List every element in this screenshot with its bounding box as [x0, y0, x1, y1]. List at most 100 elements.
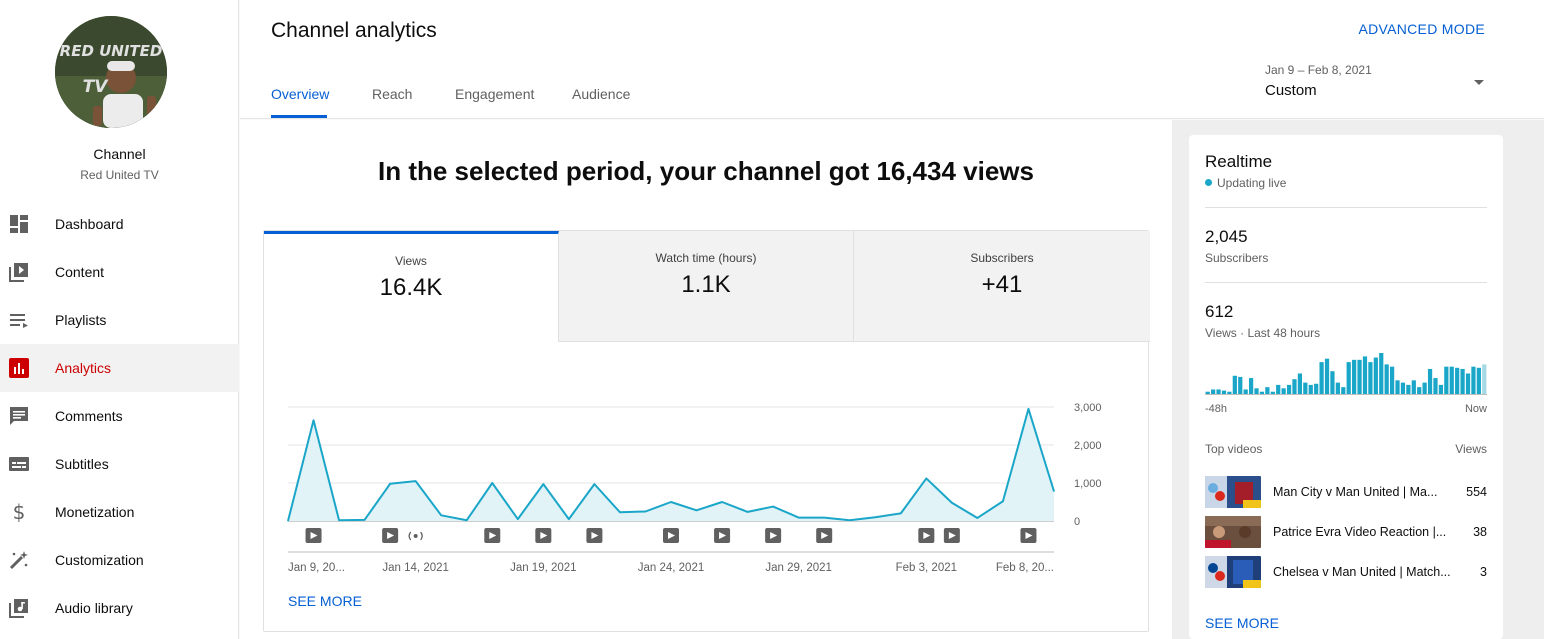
data-point: [568, 518, 570, 520]
realtime-bar: [1292, 379, 1297, 394]
realtime-bar: [1379, 353, 1384, 394]
realtime-subscribers-value: 2,045: [1205, 227, 1248, 246]
realtime-bar: [1368, 362, 1373, 394]
metric-value-watch-time: 1.1K: [681, 271, 731, 298]
data-point: [900, 512, 902, 514]
play-glyph: [540, 532, 548, 539]
nav-label-monetization: Monetization: [55, 504, 135, 520]
video-thumbnail: [1205, 476, 1261, 508]
realtime-bar: [1248, 378, 1254, 394]
top-videos-label: Top videos: [1205, 442, 1263, 456]
realtime-bar: [1373, 357, 1378, 394]
data-point: [338, 519, 340, 521]
data-point: [951, 502, 953, 504]
realtime-bar: [1449, 366, 1454, 394]
play-glyph: [668, 532, 675, 539]
advanced-mode-button[interactable]: ADVANCED MODE: [1358, 21, 1485, 37]
x-tick-label: Jan 19, 2021: [510, 562, 577, 574]
video-views: 38: [1473, 525, 1487, 539]
nav-audio-library[interactable]: Audio library: [0, 584, 239, 632]
date-preset-select[interactable]: Custom: [1265, 82, 1317, 99]
nav-monetization[interactable]: $ Monetization: [0, 488, 239, 536]
chevron-down-icon[interactable]: [1474, 80, 1484, 85]
x-tick-label: Jan 14, 2021: [382, 562, 449, 574]
data-point: [696, 509, 698, 511]
realtime-bar: [1243, 389, 1248, 394]
top-video-row[interactable]: Man City v Man United | Ma... 554: [1205, 476, 1487, 510]
views-area: [288, 408, 1054, 521]
realtime-bar: [1324, 358, 1330, 394]
realtime-bar: [1227, 391, 1232, 394]
sidebar: RED UNITED TV Channel Red United TV Dash…: [0, 0, 239, 639]
data-point: [593, 483, 595, 485]
magic-wand-icon: [9, 550, 29, 570]
realtime-bar: [1427, 368, 1433, 394]
metric-value-subscribers: +41: [981, 271, 1023, 298]
nav-analytics[interactable]: Analytics: [0, 344, 239, 392]
tab-reach[interactable]: Reach: [372, 86, 413, 102]
realtime-bar: [1357, 359, 1362, 394]
data-point: [747, 511, 749, 513]
tab-engagement[interactable]: Engagement: [455, 86, 535, 102]
play-glyph: [770, 532, 778, 539]
play-glyph: [310, 532, 318, 539]
nav-label-dashboard: Dashboard: [55, 216, 124, 232]
nav-label-subtitles: Subtitles: [55, 456, 109, 472]
data-point: [670, 501, 672, 503]
top-video-row[interactable]: Chelsea v Man United | Match... 3: [1205, 556, 1487, 590]
realtime-bar: [1438, 384, 1444, 394]
realtime-bar: [1314, 383, 1319, 394]
comments-icon: [9, 406, 29, 426]
nav-content[interactable]: Content: [0, 248, 239, 296]
realtime-bar: [1232, 375, 1237, 394]
realtime-bar: [1211, 389, 1216, 394]
audio-library-icon: [9, 598, 29, 618]
nav-playlists[interactable]: Playlists: [0, 296, 239, 344]
metric-tab-views[interactable]: Views 16.4K: [264, 231, 559, 342]
nav-subtitles[interactable]: Subtitles: [0, 440, 239, 488]
nav-label-comments: Comments: [55, 408, 123, 424]
tab-audience[interactable]: Audience: [572, 86, 631, 102]
video-title: Patrice Evra Video Reaction |...: [1273, 525, 1447, 539]
channel-avatar[interactable]: RED UNITED TV: [55, 16, 167, 128]
live-wave: [408, 531, 412, 541]
channel-name: Red United TV: [80, 168, 159, 182]
active-tab-indicator: [271, 115, 327, 118]
nav-label-playlists: Playlists: [55, 312, 107, 328]
data-point: [619, 511, 621, 513]
data-point: [466, 519, 468, 521]
nav-label-content: Content: [55, 264, 105, 280]
realtime-see-more-link[interactable]: SEE MORE: [1205, 615, 1279, 631]
playlist-icon: [9, 310, 29, 330]
realtime-bar: [1465, 373, 1471, 394]
realtime-bar: [1286, 384, 1292, 394]
tab-overview[interactable]: Overview: [271, 86, 330, 102]
realtime-bar: [1205, 391, 1210, 394]
date-range-text[interactable]: Jan 9 – Feb 8, 2021: [1265, 63, 1372, 77]
top-video-row[interactable]: Patrice Evra Video Reaction |... 38: [1205, 516, 1487, 550]
y-tick-label: 3,000: [1074, 402, 1102, 414]
play-glyph: [719, 532, 727, 539]
play-glyph: [1025, 532, 1033, 539]
nav-dashboard[interactable]: Dashboard: [0, 200, 239, 248]
data-point: [313, 419, 315, 421]
nav-customization[interactable]: Customization: [0, 536, 239, 584]
realtime-bar: [1422, 382, 1427, 394]
realtime-bar: [1384, 364, 1389, 394]
metric-tab-subscribers[interactable]: Subscribers +41: [854, 231, 1150, 342]
data-point: [1053, 490, 1055, 492]
realtime-card: Realtime Updating live 2,045 Subscribers…: [1189, 135, 1503, 639]
data-point: [364, 519, 366, 521]
avatar-image: RED UNITED TV: [55, 16, 167, 128]
realtime-subscribers-label: Subscribers: [1205, 251, 1269, 265]
see-more-link[interactable]: SEE MORE: [288, 593, 362, 609]
realtime-bar: [1433, 378, 1438, 394]
metric-tab-watch-time[interactable]: Watch time (hours) 1.1K: [559, 231, 854, 342]
nav-comments[interactable]: Comments: [0, 392, 239, 440]
video-views: 3: [1480, 565, 1487, 579]
realtime-bar-chart: [1205, 353, 1487, 395]
dashboard-icon: [9, 214, 29, 234]
realtime-bar: [1276, 384, 1281, 394]
nav-label-audio-library: Audio library: [55, 600, 133, 616]
